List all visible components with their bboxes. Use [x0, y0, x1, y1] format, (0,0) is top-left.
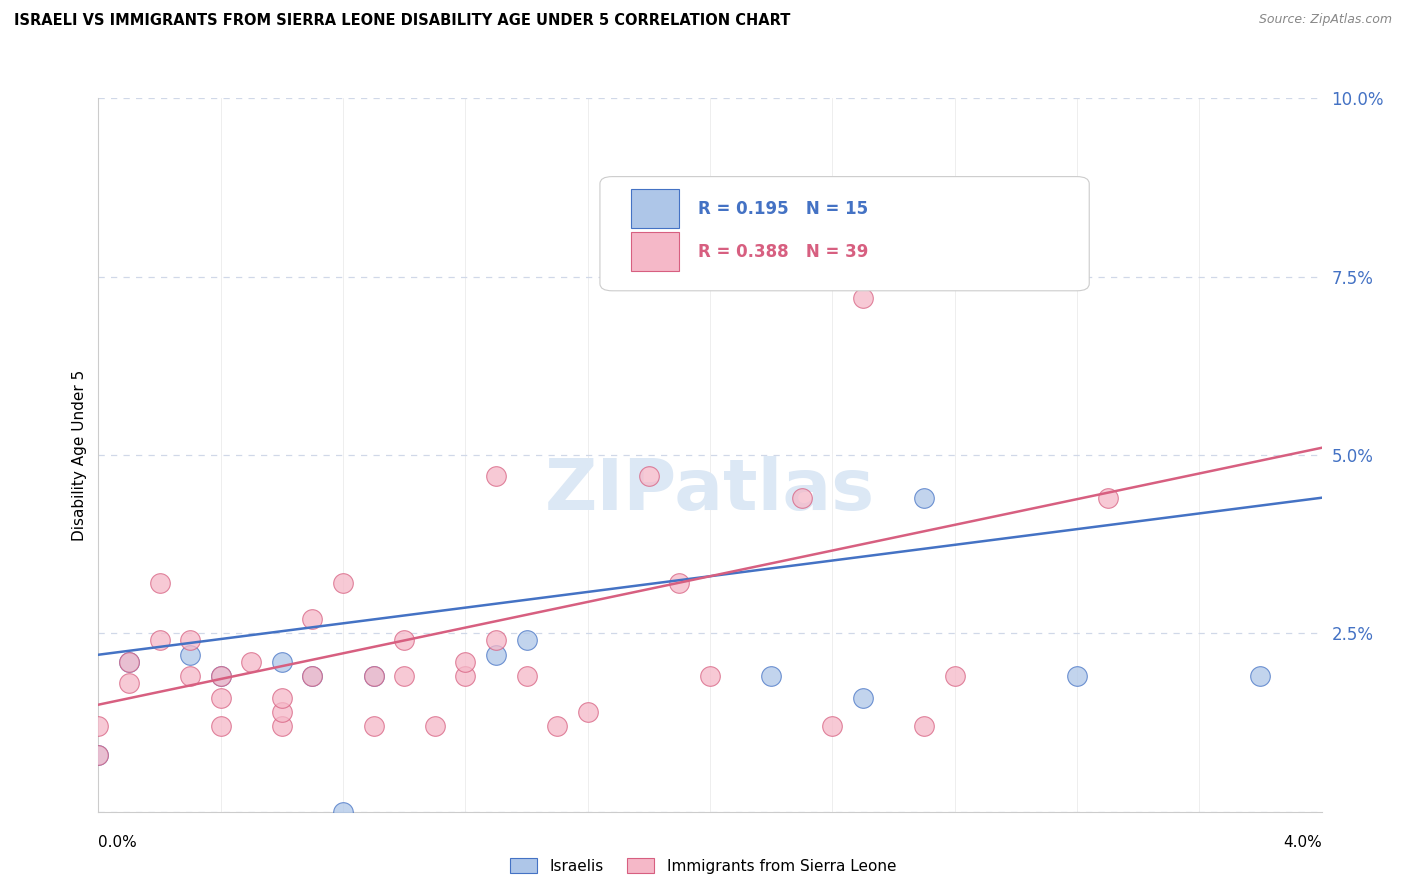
- Point: [637, 469, 661, 483]
- Point: [485, 648, 508, 662]
- FancyBboxPatch shape: [630, 189, 679, 228]
- Text: ISRAELI VS IMMIGRANTS FROM SIERRA LEONE DISABILITY AGE UNDER 5 CORRELATION CHART: ISRAELI VS IMMIGRANTS FROM SIERRA LEONE …: [14, 13, 790, 29]
- Point: [1066, 669, 1088, 683]
- Point: [454, 669, 477, 683]
- Point: [699, 669, 721, 683]
- FancyBboxPatch shape: [630, 232, 679, 271]
- Point: [301, 669, 323, 683]
- Point: [668, 576, 690, 591]
- Point: [576, 705, 599, 719]
- Y-axis label: Disability Age Under 5: Disability Age Under 5: [72, 369, 87, 541]
- Point: [485, 469, 508, 483]
- Point: [87, 719, 110, 733]
- Point: [363, 669, 385, 683]
- Point: [270, 690, 294, 705]
- Point: [270, 705, 294, 719]
- Point: [1097, 491, 1119, 505]
- Point: [118, 655, 141, 669]
- Point: [209, 669, 232, 683]
- Text: R = 0.195   N = 15: R = 0.195 N = 15: [697, 200, 868, 218]
- Point: [149, 576, 172, 591]
- Point: [87, 747, 110, 762]
- Point: [392, 633, 416, 648]
- Text: R = 0.388   N = 39: R = 0.388 N = 39: [697, 243, 868, 260]
- Point: [179, 633, 201, 648]
- Point: [240, 655, 263, 669]
- Point: [912, 491, 935, 505]
- Point: [790, 491, 813, 505]
- Point: [1249, 669, 1271, 683]
- Point: [516, 633, 538, 648]
- Point: [301, 612, 323, 626]
- Point: [852, 690, 875, 705]
- Point: [270, 655, 294, 669]
- Point: [852, 291, 875, 305]
- Point: [179, 648, 201, 662]
- Point: [363, 669, 385, 683]
- Point: [332, 805, 354, 819]
- Point: [363, 719, 385, 733]
- Point: [759, 669, 782, 683]
- Point: [87, 747, 110, 762]
- FancyBboxPatch shape: [600, 177, 1090, 291]
- Point: [209, 669, 232, 683]
- Point: [118, 655, 141, 669]
- Point: [209, 690, 232, 705]
- Point: [179, 669, 201, 683]
- Point: [821, 719, 844, 733]
- Text: Source: ZipAtlas.com: Source: ZipAtlas.com: [1258, 13, 1392, 27]
- Point: [209, 719, 232, 733]
- Point: [454, 655, 477, 669]
- Point: [546, 719, 568, 733]
- Point: [392, 669, 416, 683]
- Text: 0.0%: 0.0%: [98, 836, 138, 850]
- Point: [332, 576, 354, 591]
- Point: [423, 719, 446, 733]
- Point: [516, 669, 538, 683]
- Point: [270, 719, 294, 733]
- Point: [943, 669, 966, 683]
- Point: [912, 719, 935, 733]
- Point: [118, 676, 141, 690]
- Legend: Israelis, Immigrants from Sierra Leone: Israelis, Immigrants from Sierra Leone: [503, 852, 903, 880]
- Point: [485, 633, 508, 648]
- Point: [149, 633, 172, 648]
- Text: ZIPatlas: ZIPatlas: [546, 456, 875, 525]
- Text: 4.0%: 4.0%: [1282, 836, 1322, 850]
- Point: [301, 669, 323, 683]
